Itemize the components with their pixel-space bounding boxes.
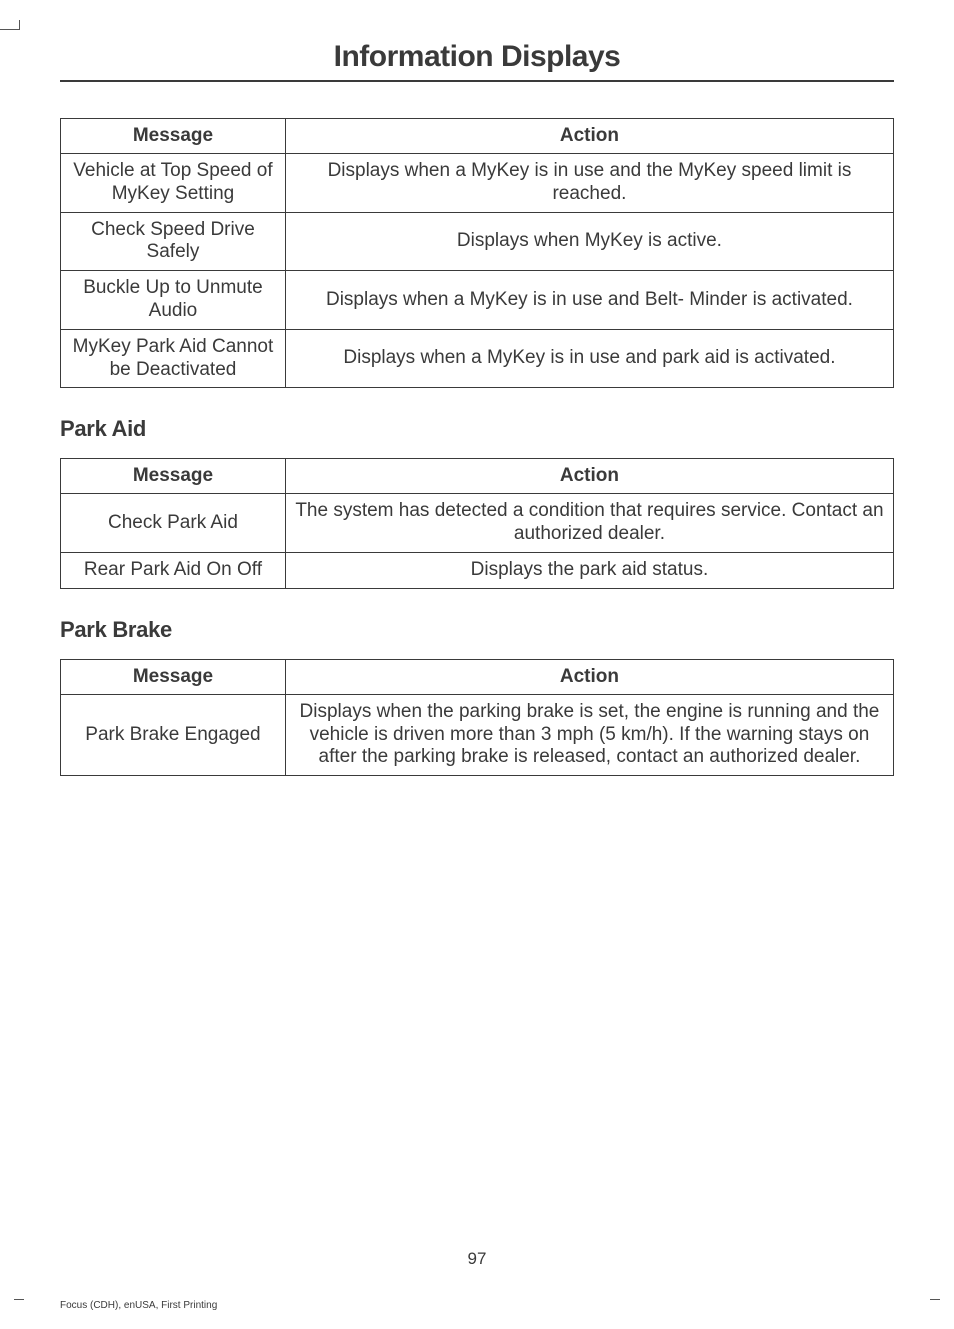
table-header-row: Message Action bbox=[61, 459, 894, 494]
header-message: Message bbox=[61, 119, 286, 154]
cell-message: Rear Park Aid On Off bbox=[61, 552, 286, 588]
table-row: Vehicle at Top Speed of MyKey Setting Di… bbox=[61, 154, 894, 213]
cell-action: Displays when MyKey is active. bbox=[285, 212, 893, 271]
header-message: Message bbox=[61, 459, 286, 494]
header-action: Action bbox=[285, 119, 893, 154]
cell-action: Displays when a MyKey is in use and park… bbox=[285, 329, 893, 388]
header-message: Message bbox=[61, 659, 286, 694]
footer-note: Focus (CDH), enUSA, First Printing bbox=[60, 1300, 217, 1311]
table-row: Check Speed Drive Safely Displays when M… bbox=[61, 212, 894, 271]
cell-message: Check Park Aid bbox=[61, 494, 286, 553]
cell-action: The system has detected a condition that… bbox=[285, 494, 893, 553]
table-park-aid: Message Action Check Park Aid The system… bbox=[60, 458, 894, 588]
page-title: Information Displays bbox=[60, 40, 894, 82]
table-row: Check Park Aid The system has detected a… bbox=[61, 494, 894, 553]
section-heading-park-brake: Park Brake bbox=[60, 617, 894, 643]
cell-action: Displays the park aid status. bbox=[285, 552, 893, 588]
cell-message: Vehicle at Top Speed of MyKey Setting bbox=[61, 154, 286, 213]
table-header-row: Message Action bbox=[61, 119, 894, 154]
table-park-brake: Message Action Park Brake Engaged Displa… bbox=[60, 659, 894, 776]
page-number: 97 bbox=[0, 1249, 954, 1269]
table-mykey: Message Action Vehicle at Top Speed of M… bbox=[60, 118, 894, 388]
header-action: Action bbox=[285, 659, 893, 694]
cell-action: Displays when a MyKey is in use and the … bbox=[285, 154, 893, 213]
cell-message: MyKey Park Aid Cannot be Deactivated bbox=[61, 329, 286, 388]
table-header-row: Message Action bbox=[61, 659, 894, 694]
table-row: MyKey Park Aid Cannot be Deactivated Dis… bbox=[61, 329, 894, 388]
header-action: Action bbox=[285, 459, 893, 494]
section-heading-park-aid: Park Aid bbox=[60, 416, 894, 442]
table-row: Rear Park Aid On Off Displays the park a… bbox=[61, 552, 894, 588]
table-row: Buckle Up to Unmute Audio Displays when … bbox=[61, 271, 894, 330]
cell-message: Buckle Up to Unmute Audio bbox=[61, 271, 286, 330]
cell-action: Displays when the parking brake is set, … bbox=[285, 694, 893, 775]
cell-message: Park Brake Engaged bbox=[61, 694, 286, 775]
table-row: Park Brake Engaged Displays when the par… bbox=[61, 694, 894, 775]
cell-message: Check Speed Drive Safely bbox=[61, 212, 286, 271]
cell-action: Displays when a MyKey is in use and Belt… bbox=[285, 271, 893, 330]
